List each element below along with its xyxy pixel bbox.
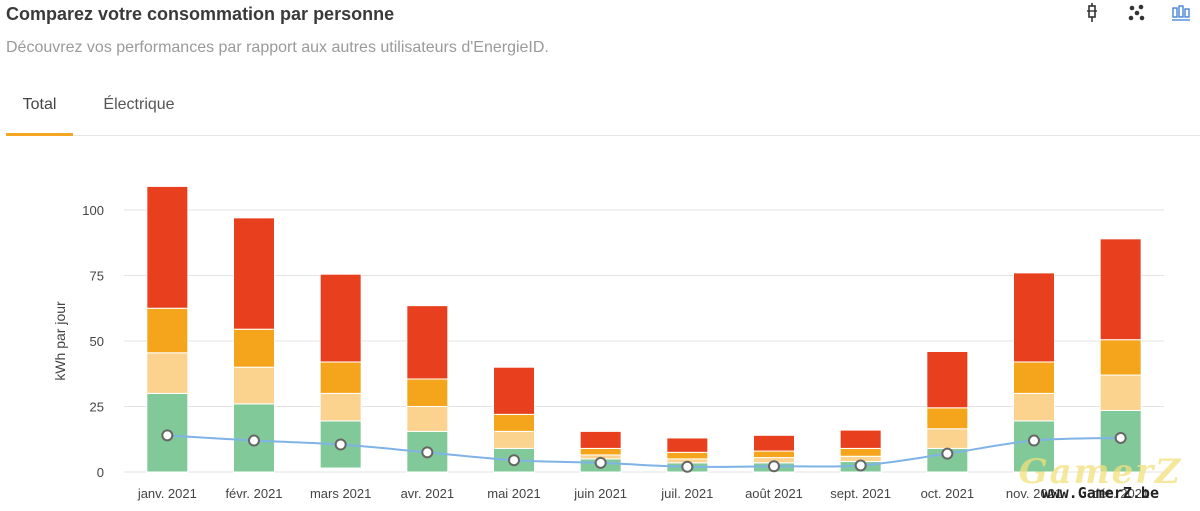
consumption-chart: 0 25 50 75 100 kWh par jour janv. 2021 févr. 20… <box>52 185 1164 501</box>
line-point[interactable] <box>681 460 694 473</box>
line-point[interactable] <box>161 429 174 442</box>
watermark-url: www.GamerZ.be <box>1041 484 1159 502</box>
line-point[interactable] <box>594 456 607 469</box>
y-tick-label: 0 <box>97 465 104 480</box>
x-tick-label: nov. 2021 <box>1006 486 1062 501</box>
line-point[interactable] <box>854 459 867 472</box>
tab-electrique-label: Électrique <box>103 96 175 113</box>
x-tick-label: mars 2021 <box>310 486 371 501</box>
bar-segment-orange[interactable] <box>233 328 275 368</box>
y-tick-label: 50 <box>90 334 104 349</box>
line-point[interactable] <box>1028 434 1040 447</box>
bar-segment-red[interactable] <box>839 429 882 449</box>
x-tick-label: déc. 2021 <box>1092 486 1149 501</box>
bar-segment-red[interactable] <box>493 366 535 415</box>
chart-type-icon[interactable] <box>1082 2 1104 24</box>
line-point[interactable] <box>941 447 954 460</box>
bar-segment-orange[interactable] <box>926 407 969 430</box>
bar-segment-light-orange[interactable] <box>406 406 449 432</box>
x-tick-label: août 2021 <box>745 486 803 501</box>
tab-electrique[interactable]: Électrique <box>103 96 175 133</box>
watermark: GamerZ www.GamerZ.be <box>1019 452 1182 502</box>
x-tick-label: juil. 2021 <box>660 486 713 501</box>
bar-segment-red[interactable] <box>1013 272 1055 363</box>
y-tick-label: 100 <box>82 203 104 218</box>
line-point[interactable] <box>1114 431 1127 444</box>
bar-segment-orange[interactable] <box>146 307 189 354</box>
bar-segment-red[interactable] <box>753 434 795 452</box>
line-point[interactable] <box>421 446 434 459</box>
bar-segment-light-orange[interactable] <box>1013 392 1055 422</box>
watermark-logo: GamerZ <box>1018 452 1182 492</box>
x-tick-label: févr. 2021 <box>225 486 282 501</box>
page-subtitle: Découvrez vos performances par rapport a… <box>6 39 549 56</box>
bar-segment-red[interactable] <box>233 217 275 330</box>
bar-segment-orange[interactable] <box>1099 339 1142 376</box>
line-point[interactable] <box>248 434 260 447</box>
page-title: Comparez votre consommation par personne <box>6 4 395 24</box>
bar-segment-orange[interactable] <box>493 413 535 432</box>
bar-segment-red[interactable] <box>1099 238 1142 341</box>
x-tick-label: juin 2021 <box>573 486 627 501</box>
bar-segment-orange[interactable] <box>319 361 362 394</box>
x-tick-label: avr. 2021 <box>401 486 455 501</box>
line-point[interactable] <box>768 460 780 473</box>
scatter-icon[interactable] <box>1126 2 1148 24</box>
bar-segment-light-orange[interactable] <box>493 430 535 449</box>
x-tick-label: janv. 2021 <box>137 486 197 501</box>
bar-segment-light-orange[interactable] <box>926 428 969 449</box>
line-point[interactable] <box>508 454 520 467</box>
bar-segment-light-orange[interactable] <box>319 392 362 422</box>
bar-segment-orange[interactable] <box>406 378 449 408</box>
bar-segment-light-orange[interactable] <box>146 352 189 394</box>
tab-total[interactable]: Total <box>6 96 73 136</box>
chart-card-header: Comparez votre consommation par personne… <box>6 0 1200 140</box>
bar-segment-orange[interactable] <box>839 447 882 457</box>
bar-segment-light-orange[interactable] <box>1099 374 1142 411</box>
x-tick-label: oct. 2021 <box>921 486 975 501</box>
bar-segment-red[interactable] <box>579 430 622 449</box>
boxplot-icon[interactable] <box>1170 2 1192 24</box>
bar-segment-light-orange[interactable] <box>233 366 275 405</box>
tab-bar: Total Électrique <box>6 96 1200 136</box>
y-tick-label: 75 <box>90 269 104 284</box>
line-point[interactable] <box>334 438 347 451</box>
tab-total-label: Total <box>22 96 57 113</box>
y-tick-label: 25 <box>90 400 104 415</box>
bar-segment-red[interactable] <box>319 273 362 363</box>
bar-segment-orange[interactable] <box>1013 361 1055 394</box>
y-axis-label: kWh par jour <box>52 301 68 381</box>
bar-segment-orange[interactable] <box>753 450 795 459</box>
chart-toolbar <box>1082 2 1192 24</box>
bar-segment-orange[interactable] <box>579 447 622 456</box>
bar-segment-orange[interactable] <box>666 451 709 460</box>
x-tick-label: sept. 2021 <box>830 486 891 501</box>
bar-segment-red[interactable] <box>146 185 189 309</box>
bar-segment-red[interactable] <box>406 305 449 380</box>
bar-segment-red[interactable] <box>926 350 969 409</box>
average-line <box>167 434 1121 468</box>
x-tick-label: mai 2021 <box>487 486 540 501</box>
bar-segment-red[interactable] <box>666 437 709 453</box>
